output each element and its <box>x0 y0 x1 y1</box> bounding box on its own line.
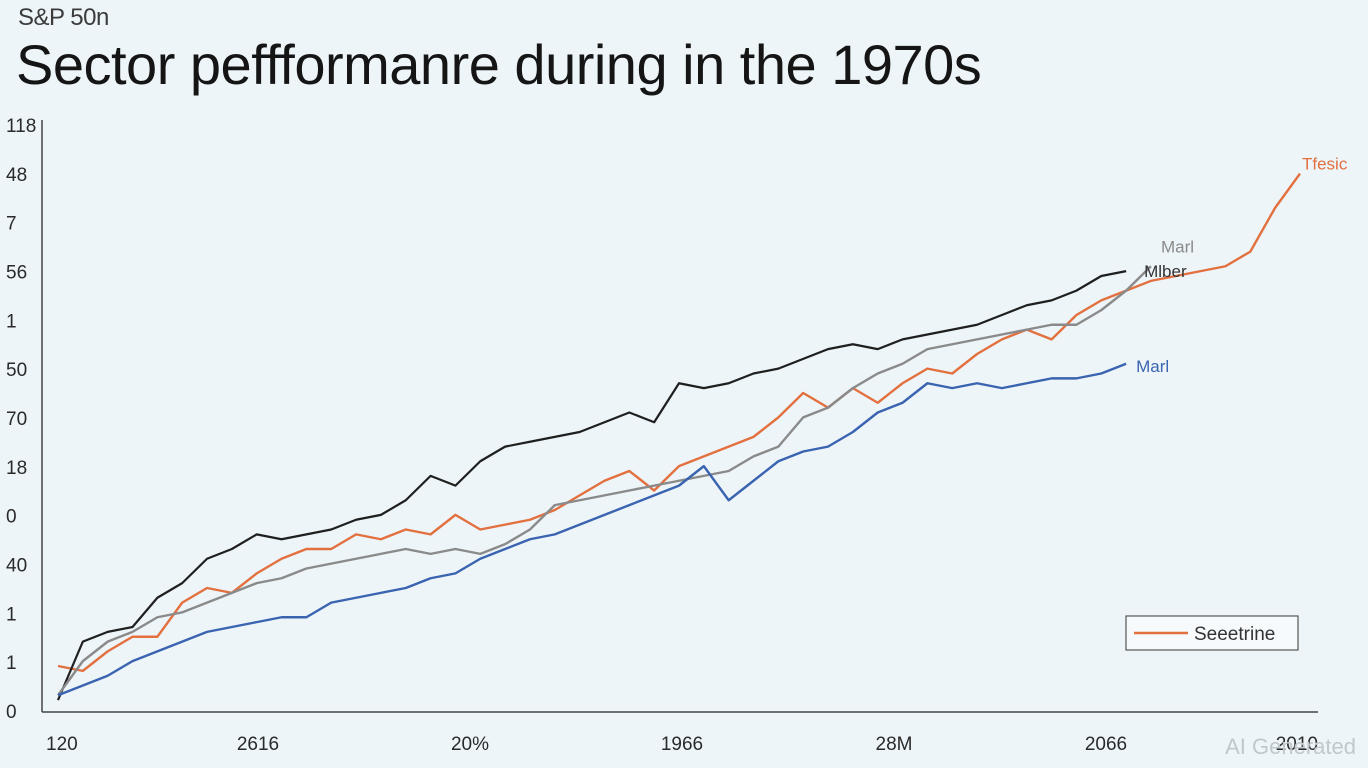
y-tick-labels: 0 1 1 40 0 18 70 50 1 56 7 48 118 <box>6 116 36 723</box>
series-line <box>57 362 1127 697</box>
y-tick-label: 1 <box>6 311 17 332</box>
x-tick-labels: 120 2616 20% 1966 28M 2066 2010 <box>46 734 1318 755</box>
y-tick-label: 40 <box>6 556 27 577</box>
x-tick-label: 1966 <box>661 734 703 755</box>
x-tick-label: 2010 <box>1276 734 1318 755</box>
y-tick-label: 0 <box>6 702 17 723</box>
series-lines <box>56 172 1301 701</box>
y-tick-label: 7 <box>6 214 17 235</box>
series-line <box>57 172 1301 673</box>
x-tick-label: 20% <box>451 734 489 755</box>
chart-legend: Seeetrine <box>1125 615 1299 651</box>
ai-generated-watermark: AI Generated <box>1225 734 1356 759</box>
series-labels: Tfesic Mlber Marl Marl <box>1136 155 1348 376</box>
series-line <box>56 270 1127 701</box>
y-tick-label: 0 <box>6 507 17 528</box>
y-tick-label: 118 <box>6 116 36 137</box>
series-end-label: Tfesic <box>1302 155 1348 174</box>
series-line <box>57 265 1152 696</box>
y-tick-label: 1 <box>6 604 17 625</box>
legend-label: Seeetrine <box>1194 624 1275 645</box>
y-tick-label: 70 <box>6 409 27 430</box>
y-tick-label: 50 <box>6 360 27 381</box>
chart-subtitle: S&P 50n <box>18 4 109 31</box>
x-tick-label: 28M <box>876 734 913 755</box>
chart-axes <box>41 120 1318 713</box>
series-end-label: Marl <box>1136 357 1169 376</box>
y-tick-label: 1 <box>6 653 17 674</box>
y-tick-label: 56 <box>6 263 27 284</box>
x-tick-label: 2066 <box>1085 734 1127 755</box>
series-end-label: Mlber <box>1144 262 1187 281</box>
chart-title: Sector peffformanre during in the 1970s <box>16 33 982 96</box>
x-tick-label: 2616 <box>237 734 279 755</box>
y-tick-label: 48 <box>6 165 27 186</box>
y-tick-label: 18 <box>6 458 27 479</box>
series-end-label: Marl <box>1161 237 1194 256</box>
x-tick-label: 120 <box>46 734 78 755</box>
